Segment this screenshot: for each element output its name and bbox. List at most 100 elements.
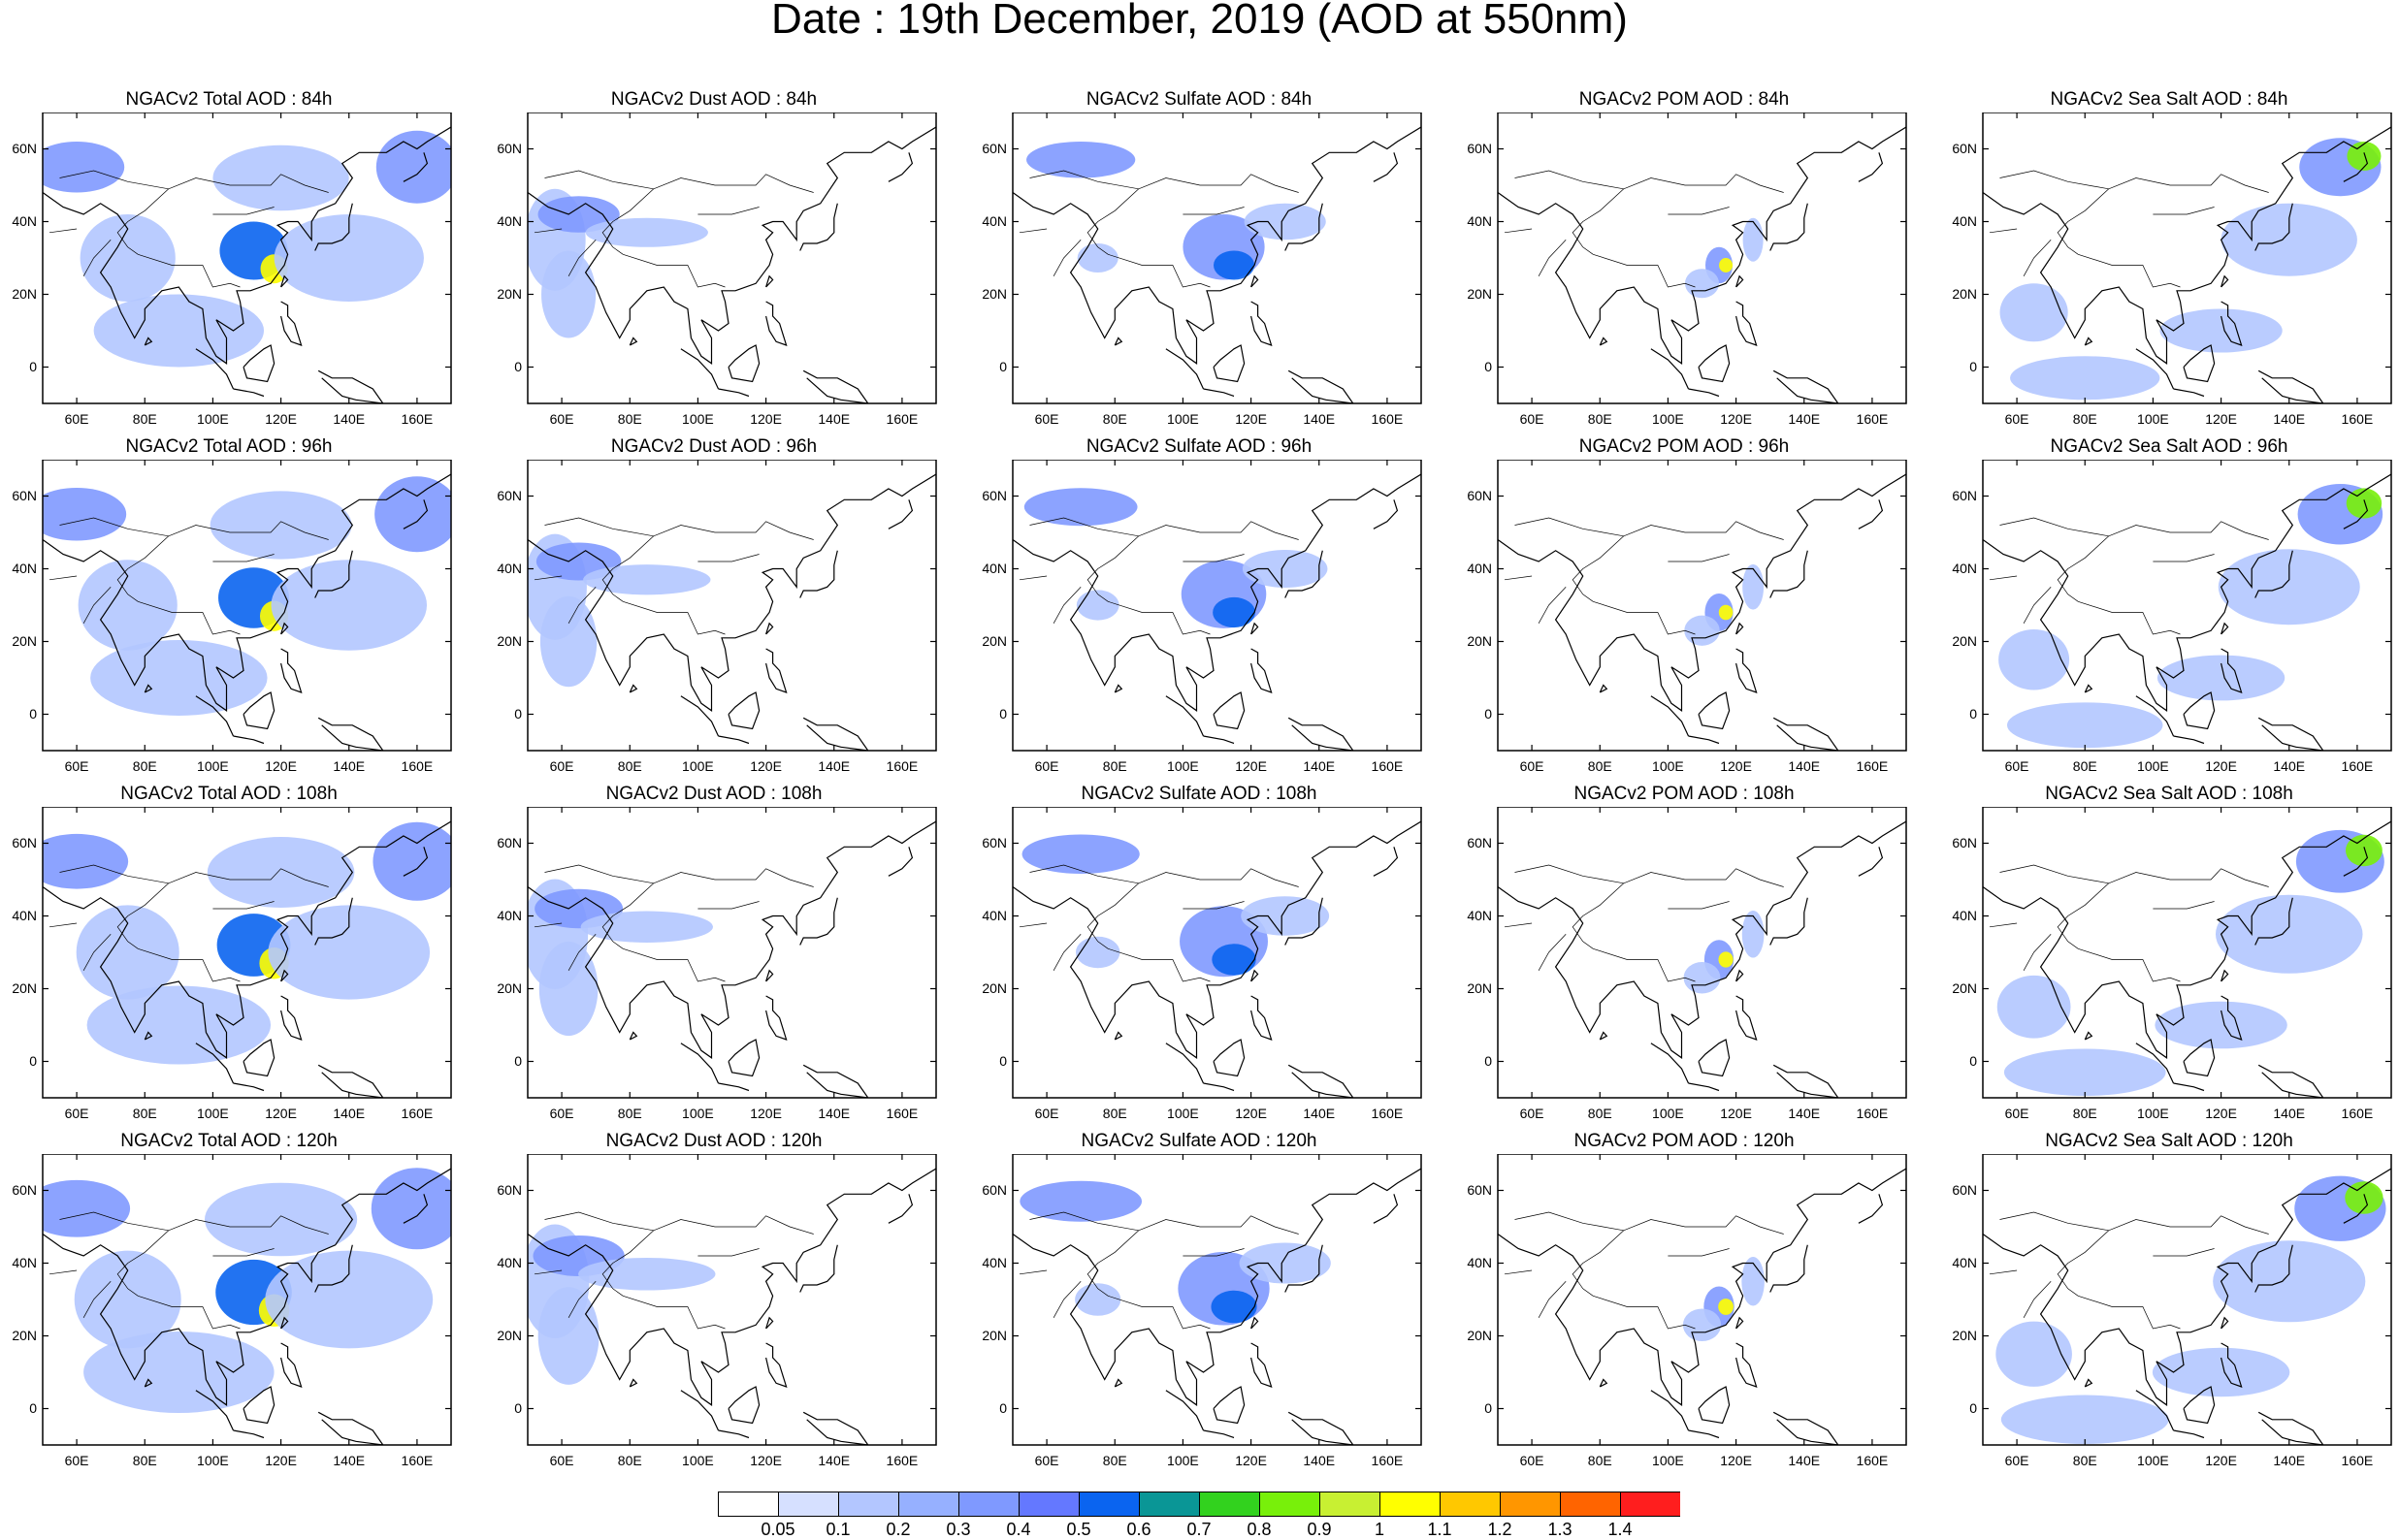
aod-field-area: [374, 476, 451, 553]
lat-tick-label: 40N: [1952, 560, 1977, 576]
coastline: [144, 1378, 153, 1388]
coastline: [718, 1429, 750, 1439]
country-border: [1538, 1281, 1567, 1318]
country-border: [1514, 170, 1784, 193]
coastline: [1688, 1429, 1720, 1439]
country-border: [697, 1248, 760, 1257]
map-frame: [1497, 1154, 1907, 1446]
coastline: [314, 1244, 353, 1293]
coastline: [1250, 995, 1273, 1041]
lat-tick-label: 0: [999, 358, 1007, 374]
lon-tick-label: 60E: [1034, 758, 1059, 774]
colorbar-swatch: [1019, 1492, 1080, 1517]
aod-field-area: [1741, 910, 1765, 958]
coastline: [1858, 499, 1884, 529]
coastline: [1735, 1316, 1744, 1330]
lat-tick-label: 60N: [1467, 140, 1492, 156]
lon-tick-label: 160E: [401, 758, 434, 774]
coastline: [2135, 348, 2175, 390]
aod-field-area: [1742, 563, 1765, 610]
country-border: [1086, 882, 1211, 982]
colorbar-swatch: [1139, 1492, 1200, 1517]
lon-tick-label: 60E: [549, 1453, 574, 1468]
aod-field-area: [1213, 250, 1255, 280]
lon-tick-label: 140E: [1788, 1106, 1821, 1121]
lat-tick-label: 40N: [1952, 1254, 1977, 1270]
map-plot: [1012, 460, 1422, 752]
aod-field-area: [1212, 944, 1256, 976]
aod-field-area: [268, 905, 431, 1000]
aod-field-area: [1241, 896, 1330, 936]
lat-tick-label: 0: [999, 1399, 1007, 1416]
country-border: [1989, 228, 2018, 234]
country-border: [1668, 554, 1730, 562]
lon-tick-label: 100E: [682, 1453, 714, 1468]
coastline: [1284, 550, 1323, 598]
coastline: [280, 995, 303, 1041]
lon-tick-label: 80E: [1102, 411, 1127, 427]
lon-tick-label: 80E: [2072, 758, 2097, 774]
map-frame: [527, 807, 937, 1099]
coastline: [1250, 1316, 1259, 1330]
coastline: [1250, 274, 1259, 288]
lon-tick-label: 80E: [617, 1453, 642, 1468]
coastline: [680, 1043, 720, 1084]
lat-tick-label: 0: [1484, 358, 1492, 374]
lon-tick-label: 100E: [2137, 411, 2169, 427]
lat-tick-label: 0: [999, 1052, 1007, 1069]
map-plot: [1497, 1154, 1907, 1446]
figure-title: Date : 19th December, 2019 (AOD at 550nm…: [771, 0, 1628, 43]
country-border: [1668, 207, 1730, 215]
lon-tick-label: 60E: [1034, 1453, 1059, 1468]
coastline: [233, 1082, 265, 1092]
country-border: [212, 901, 275, 910]
lat-tick-label: 40N: [12, 1254, 37, 1270]
coastline: [1203, 1082, 1235, 1092]
coastline: [1698, 1386, 1731, 1425]
colorbar-label: 0.8: [1247, 1520, 1272, 1539]
coastline: [1373, 1194, 1399, 1224]
coastline: [765, 622, 774, 635]
aod-map-panel: NGACv2 Total AOD : 96h 60N 40N 20N 0 60E 80E 10…: [0, 436, 458, 776]
colorbar-swatch: [898, 1492, 959, 1517]
aod-field-area: [1718, 604, 1734, 621]
country-border: [2153, 1248, 2215, 1257]
coastline: [1688, 1082, 1720, 1092]
aod-field-area: [2215, 894, 2363, 974]
colorbar-swatch: [1560, 1492, 1621, 1517]
coastline: [233, 1429, 265, 1439]
coastline: [528, 1168, 936, 1406]
lon-tick-label: 60E: [1519, 1453, 1544, 1468]
coastline: [799, 897, 838, 946]
lon-tick-label: 120E: [1235, 758, 1267, 774]
panel-title: NGACv2 Sulfate AOD : 120h: [1081, 1131, 1317, 1151]
coastline: [233, 735, 265, 745]
coastline: [1735, 969, 1744, 982]
coastline: [1769, 550, 1808, 598]
coastline: [2084, 1031, 2093, 1041]
lon-tick-label: 60E: [64, 1106, 89, 1121]
country-border: [1538, 587, 1567, 624]
lon-tick-label: 160E: [2341, 1453, 2374, 1468]
aod-field-area: [1995, 1321, 2072, 1387]
coastline: [1287, 717, 1354, 751]
aod-field-area: [2159, 308, 2283, 353]
coastline: [1769, 203, 1808, 251]
lat-tick-label: 60N: [1467, 1181, 1492, 1198]
country-border: [534, 1269, 563, 1275]
country-border: [2153, 901, 2215, 910]
map-frame: [1982, 460, 2392, 752]
lat-tick-label: 20N: [1467, 1327, 1492, 1343]
coastline: [2173, 1082, 2205, 1092]
lon-tick-label: 120E: [1235, 1106, 1267, 1121]
country-border: [1999, 170, 2269, 193]
lat-tick-label: 40N: [12, 560, 37, 576]
map-plot: [1982, 1154, 2392, 1446]
coastline: [1498, 820, 1906, 1059]
colorbar-swatch: [1259, 1492, 1320, 1517]
country-border: [1029, 170, 1299, 193]
aod-field-area: [2346, 488, 2383, 519]
colorbar-label: 1.2: [1487, 1520, 1512, 1539]
coastline: [280, 648, 303, 693]
panel-title: NGACv2 Sea Salt AOD : 120h: [2045, 1131, 2293, 1151]
